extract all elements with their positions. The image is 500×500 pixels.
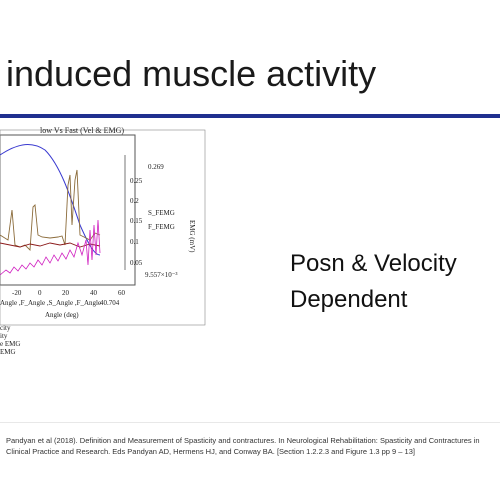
slide-title: induced muscle activity <box>6 53 377 94</box>
right-top-marker: 0.269 <box>148 163 164 171</box>
emg-velocity-figure: low Vs Fast (Vel & EMG) 0.269 0.25 0.2 0… <box>0 125 280 365</box>
right-tick-5: 0.05 <box>130 259 143 267</box>
legend-line-3: e EMG <box>0 340 20 348</box>
x-max-marker: 40.704 <box>100 299 120 307</box>
x-variable-labels: Angle ,F_Angle ,S_Angle ,F_Angle <box>0 299 101 307</box>
legend-line-2: ity <box>0 332 8 340</box>
series-marker-2: F_FEMG <box>148 223 175 231</box>
legend-line-4: EMG <box>0 348 16 356</box>
x-tick-1: -20 <box>12 289 22 297</box>
right-axis-label: EMG (mV) <box>188 220 196 253</box>
title-divider <box>0 114 500 118</box>
posn-velocity-text: Posn & Velocity Dependent <box>290 246 457 318</box>
right-tick-3: 0.15 <box>130 217 143 225</box>
x-tick-4: 40 <box>90 289 98 297</box>
citation-footer: Pandyan et al (2018). Definition and Mea… <box>0 422 500 456</box>
x-tick-3: 20 <box>62 289 70 297</box>
figure-svg: low Vs Fast (Vel & EMG) 0.269 0.25 0.2 0… <box>0 126 206 356</box>
emg-trace-brown <box>0 169 101 252</box>
figure-border <box>0 129 206 326</box>
series-marker-1: S_FEMG <box>148 209 175 217</box>
x-tick-5: 60 <box>118 289 126 297</box>
side-text-line-1: Posn & Velocity <box>290 250 457 277</box>
right-bottom-marker: 9.557×10⁻³ <box>145 271 178 279</box>
plot-frame <box>0 134 136 286</box>
legend-line-1: city <box>0 324 11 332</box>
x-tick-2: 0 <box>38 289 42 297</box>
emg-trace-darkred <box>0 242 101 248</box>
emg-trace-magenta <box>0 219 101 276</box>
citation-text: Pandyan et al (2018). Definition and Mea… <box>6 436 480 456</box>
right-tick-2: 0.2 <box>130 197 139 205</box>
x-axis-label: Angle (deg) <box>45 311 79 319</box>
plot-title: low Vs Fast (Vel & EMG) <box>40 126 124 135</box>
velocity-curve <box>0 144 101 256</box>
right-tick-4: 0.1 <box>130 238 139 246</box>
right-tick-1: 0.25 <box>130 177 143 185</box>
side-text-line-2: Dependent <box>290 286 408 313</box>
